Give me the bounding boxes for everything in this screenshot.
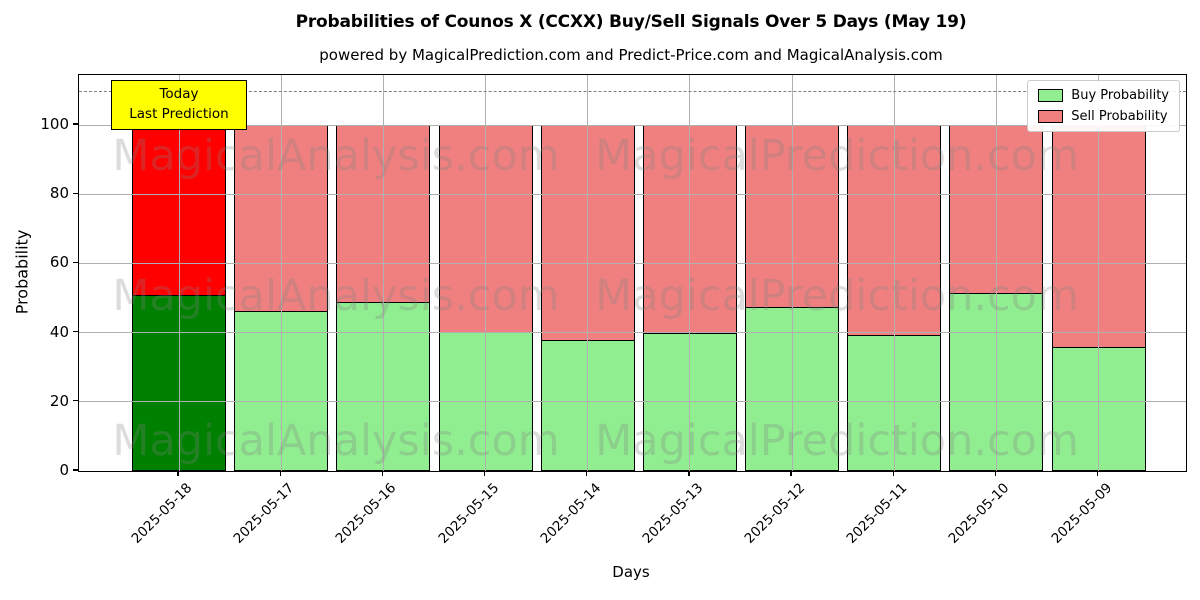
y-axis-label: Probability <box>12 229 32 315</box>
x-tick-label: 2025-05-09 <box>1048 480 1115 547</box>
x-tick-mark <box>381 471 383 477</box>
y-tick-mark <box>73 123 78 125</box>
vertical-gridline <box>178 75 180 471</box>
vertical-gridline <box>995 75 997 471</box>
x-tick-label: 2025-05-15 <box>435 480 502 547</box>
y-tick-label: 40 <box>49 322 69 341</box>
x-tick-label: 2025-05-13 <box>639 480 707 547</box>
legend-entry: Sell Probability <box>1038 109 1169 124</box>
x-tick-mark <box>790 471 792 477</box>
x-tick-label: 2025-05-14 <box>537 480 605 547</box>
legend-swatch-icon <box>1038 110 1064 123</box>
legend: Buy Probability Sell Probability <box>1027 80 1180 132</box>
watermark-text: MagicalPrediction.com <box>595 271 1079 321</box>
x-tick-mark <box>994 471 997 477</box>
chart-title: Probabilities of Counos X (CCXX) Buy/Sel… <box>295 12 967 32</box>
horizontal-gridline <box>79 262 1186 264</box>
vertical-gridline <box>280 75 282 471</box>
vertical-gridline <box>485 75 487 471</box>
watermark-text: MagicalAnalysis.com <box>112 416 560 466</box>
plot-area: MagicalAnalysis.com MagicalPrediction.com… <box>78 74 1187 472</box>
y-tick-mark <box>73 261 78 264</box>
x-tick-mark <box>177 471 179 477</box>
y-tick-mark <box>73 192 78 194</box>
x-tick-mark <box>483 471 486 477</box>
vertical-gridline <box>791 75 793 471</box>
y-tick-label: 80 <box>49 184 69 203</box>
x-tick-label: 2025-05-10 <box>945 480 1013 547</box>
x-tick-mark <box>279 471 281 477</box>
annotation-line: Last Prediction <box>129 106 229 122</box>
dashed-reference-line <box>79 90 1186 92</box>
legend-swatch-icon <box>1038 89 1064 102</box>
legend-entry: Buy Probability <box>1038 88 1169 103</box>
x-tick-label: 2025-05-11 <box>843 480 911 547</box>
chart-subtitle: powered by MagicalPrediction.com and Pre… <box>319 46 943 64</box>
vertical-gridline <box>689 75 691 471</box>
x-tick-label: 2025-05-18 <box>128 480 196 547</box>
x-tick-label: 2025-05-12 <box>741 480 809 547</box>
horizontal-gridline <box>79 332 1186 334</box>
today-annotation: Today Last Prediction <box>111 80 247 130</box>
horizontal-gridline <box>79 124 1186 126</box>
vertical-gridline <box>382 75 384 471</box>
x-tick-mark <box>892 471 894 477</box>
vertical-gridline <box>587 75 589 471</box>
x-tick-label: 2025-05-16 <box>332 480 400 547</box>
watermark-text: MagicalPrediction.com <box>595 131 1079 181</box>
vertical-gridline <box>1098 75 1100 471</box>
vertical-gridline <box>893 75 895 471</box>
x-axis-label: Days <box>612 563 650 581</box>
y-tick-label: 100 <box>40 115 69 134</box>
annotation-line: Today <box>159 86 199 103</box>
legend-label: Sell Probability <box>1071 109 1168 124</box>
y-tick-mark <box>73 331 78 333</box>
watermark-text: MagicalPrediction.com <box>595 416 1079 466</box>
horizontal-gridline <box>79 401 1186 403</box>
x-tick-mark <box>1096 471 1099 477</box>
x-tick-mark <box>688 471 690 477</box>
legend-label: Buy Probability <box>1071 88 1169 103</box>
x-tick-label: 2025-05-17 <box>230 480 298 547</box>
x-tick-mark <box>586 471 588 477</box>
y-tick-mark <box>73 400 78 402</box>
horizontal-gridline <box>79 193 1186 195</box>
watermark-text: MagicalAnalysis.com <box>112 271 560 321</box>
y-tick-mark <box>73 469 78 471</box>
y-tick-label: 60 <box>49 253 69 272</box>
plot-clip-region: MagicalAnalysis.com MagicalPrediction.com… <box>79 75 1186 471</box>
y-tick-label: 20 <box>49 391 69 410</box>
watermark-text: MagicalAnalysis.com <box>112 131 560 181</box>
y-tick-label: 0 <box>59 461 69 479</box>
